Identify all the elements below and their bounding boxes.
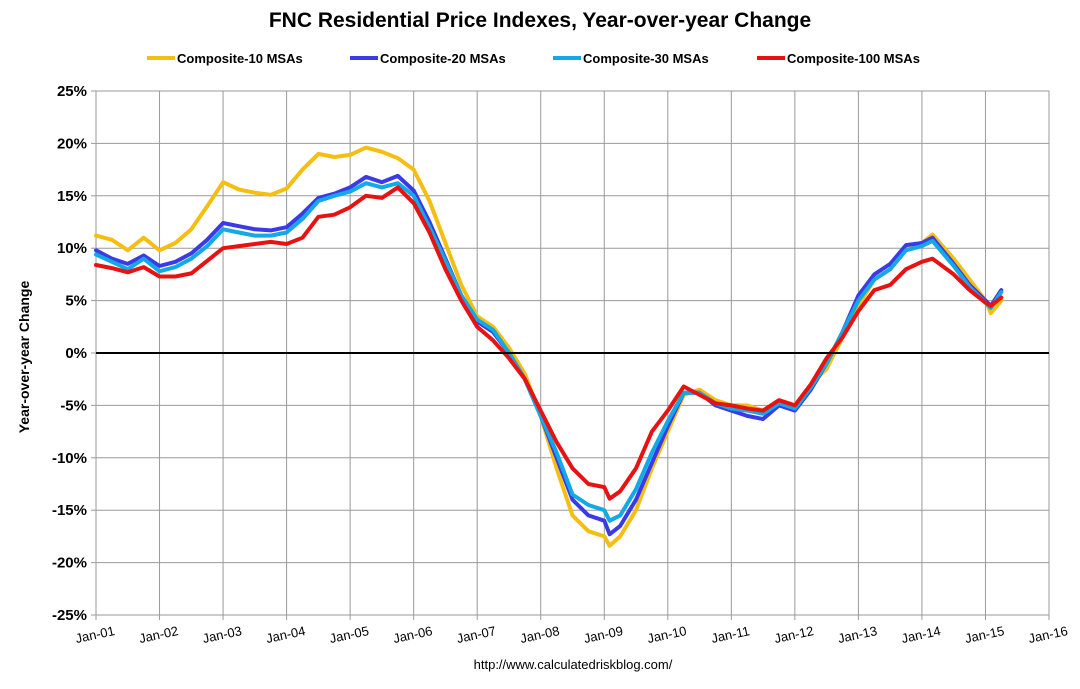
- x-tick-label: Jan-07: [455, 623, 497, 646]
- y-tick-label: -5%: [60, 397, 87, 414]
- y-tick-label: 5%: [65, 293, 87, 310]
- x-tick-label: Jan-08: [519, 623, 561, 646]
- chart-title: FNC Residential Price Indexes, Year-over…: [269, 9, 811, 32]
- y-tick-label: 20%: [57, 135, 87, 152]
- x-tick-label: Jan-09: [582, 623, 624, 646]
- y-tick-label: 25%: [57, 83, 87, 100]
- x-tick-label: Jan-02: [138, 623, 180, 646]
- y-tick-label: 10%: [57, 240, 87, 257]
- x-tick-label: Jan-10: [646, 623, 688, 646]
- source-url: http://www.calculatedriskblog.com/: [474, 657, 673, 672]
- legend-label: Composite-30 MSAs: [583, 51, 709, 66]
- y-tick-label: -25%: [52, 607, 87, 624]
- x-tick-label: Jan-06: [392, 623, 434, 646]
- x-tick-labels: Jan-01 Jan-02 Jan-03 Jan-04 Jan-05 Jan-06 Jan-…: [74, 623, 1069, 646]
- legend: Composite-10 MSAs Composite-20 MSAs Compos…: [147, 51, 920, 66]
- series-line: [94, 145, 1004, 548]
- y-tick-label: -10%: [52, 450, 87, 467]
- x-tick-label: Jan-01: [74, 623, 116, 646]
- x-tick-label: Jan-12: [773, 623, 815, 646]
- series-layer: [94, 145, 1004, 548]
- y-tick-labels: 25% 20% 15% 10% 5% 0% -5% -10% -15% -20% -25%: [52, 83, 87, 624]
- series-line: [94, 185, 1004, 501]
- x-tick-label: Jan-16: [1027, 623, 1069, 646]
- y-tick-label: -15%: [52, 502, 87, 519]
- x-tick-label: Jan-15: [964, 623, 1006, 646]
- legend-label: Composite-100 MSAs: [787, 51, 920, 66]
- y-tick-label: 0%: [65, 345, 87, 362]
- x-tick-label: Jan-11: [710, 623, 751, 646]
- x-tick-label: Jan-14: [900, 623, 942, 646]
- x-tick-label: Jan-04: [265, 623, 307, 646]
- x-tick-label: Jan-03: [201, 623, 243, 646]
- legend-label: Composite-10 MSAs: [177, 51, 303, 66]
- y-tick-label: -20%: [52, 555, 87, 572]
- x-tick-label: Jan-13: [836, 623, 878, 646]
- legend-label: Composite-20 MSAs: [380, 51, 506, 66]
- axes: [91, 90, 1050, 620]
- y-tick-label: 15%: [57, 188, 87, 205]
- series-line: [94, 181, 1004, 523]
- x-tick-label: Jan-05: [328, 623, 370, 646]
- y-axis-title: Year-over-year Change: [16, 281, 32, 434]
